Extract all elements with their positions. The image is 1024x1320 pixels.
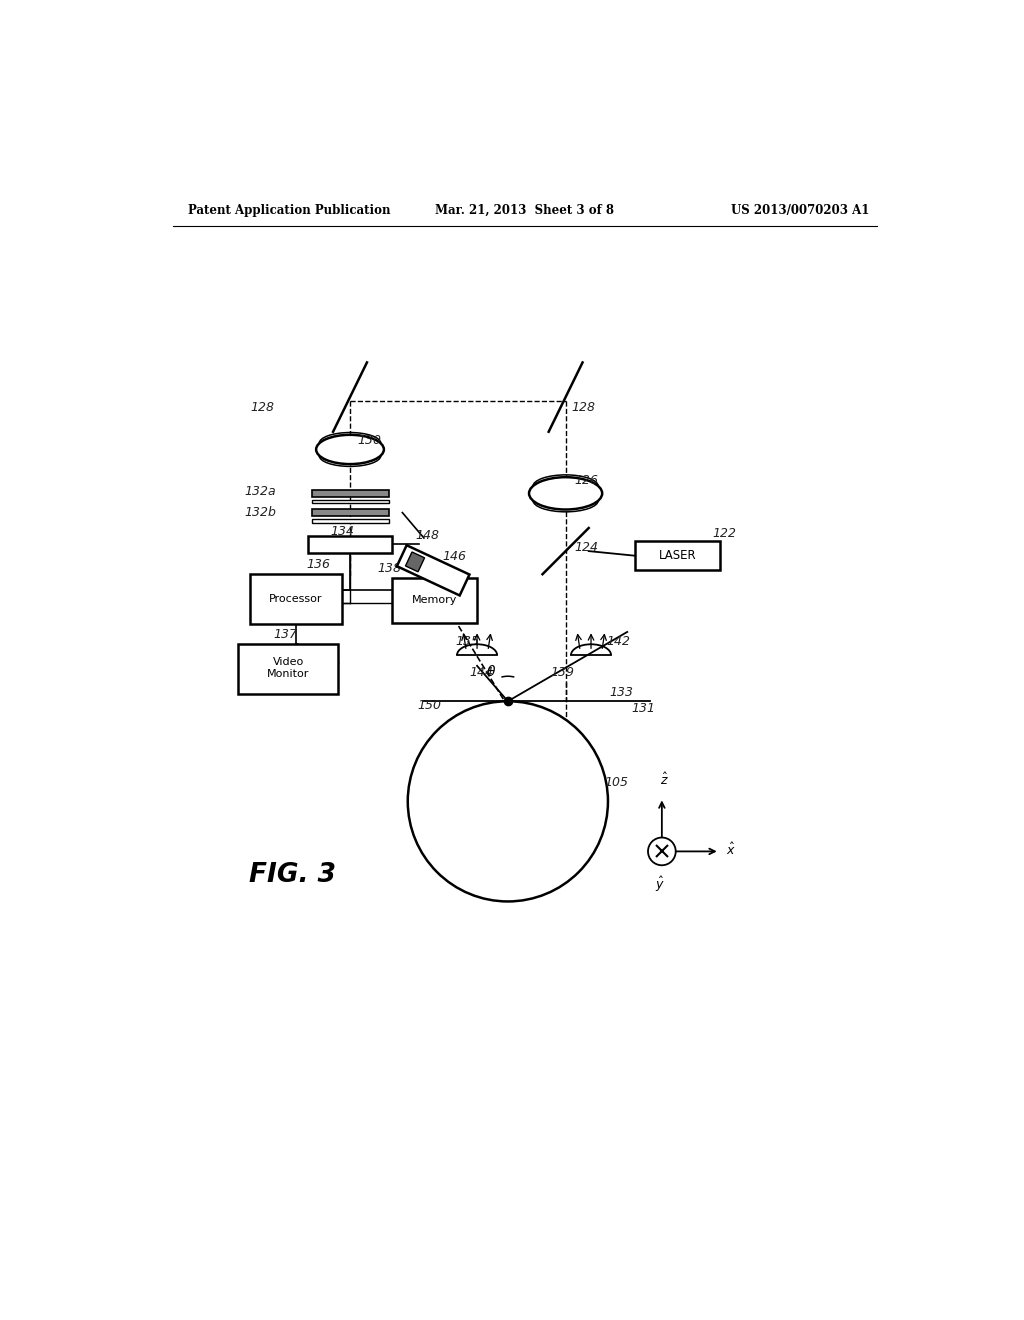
Text: 133: 133 [609, 685, 634, 698]
Text: $\hat{x}$: $\hat{x}$ [726, 842, 735, 858]
Bar [311, 519, 388, 523]
Text: 138: 138 [377, 561, 401, 574]
Text: 134: 134 [331, 525, 354, 539]
Text: Video
Monitor: Video Monitor [267, 657, 309, 678]
Ellipse shape [529, 478, 602, 510]
Bar [635, 541, 720, 570]
Text: 122: 122 [712, 527, 736, 540]
Ellipse shape [316, 434, 384, 465]
Polygon shape [406, 552, 425, 572]
Text: 128: 128 [571, 400, 595, 413]
Text: Processor: Processor [269, 594, 323, 603]
Bar [250, 574, 342, 624]
Text: 139: 139 [550, 667, 574, 680]
Bar [311, 499, 388, 503]
Text: 148: 148 [416, 529, 439, 543]
Circle shape [648, 837, 676, 866]
Bar [307, 536, 392, 553]
Text: 130: 130 [357, 434, 382, 447]
Text: 135: 135 [456, 635, 479, 648]
Text: 105: 105 [604, 776, 628, 788]
Text: 128: 128 [250, 400, 273, 413]
Text: 142: 142 [606, 635, 631, 648]
Text: $\hat{z}$: $\hat{z}$ [659, 772, 669, 788]
Polygon shape [397, 545, 469, 595]
Text: 137: 137 [273, 628, 298, 640]
Circle shape [408, 701, 608, 902]
Text: 132a: 132a [245, 486, 276, 499]
Text: 146: 146 [442, 550, 466, 564]
Text: 150: 150 [417, 698, 441, 711]
Text: 126: 126 [574, 474, 599, 487]
Text: 131: 131 [631, 702, 655, 715]
Bar [239, 644, 339, 693]
Text: $\theta$: $\theta$ [485, 664, 496, 680]
Text: 124: 124 [574, 541, 599, 554]
Bar [392, 578, 477, 623]
Text: FIG. 3: FIG. 3 [249, 862, 336, 887]
Text: 132b: 132b [245, 506, 276, 519]
Text: Memory: Memory [412, 595, 458, 606]
Text: 136: 136 [306, 557, 330, 570]
Text: Patent Application Publication: Patent Application Publication [188, 205, 391, 218]
Bar [311, 508, 388, 516]
Text: $\hat{y}$: $\hat{y}$ [654, 875, 665, 894]
Text: Mar. 21, 2013  Sheet 3 of 8: Mar. 21, 2013 Sheet 3 of 8 [435, 205, 614, 218]
Text: LASER: LASER [658, 549, 696, 562]
Bar [311, 490, 388, 498]
Text: 144: 144 [469, 667, 494, 680]
Text: US 2013/0070203 A1: US 2013/0070203 A1 [731, 205, 869, 218]
